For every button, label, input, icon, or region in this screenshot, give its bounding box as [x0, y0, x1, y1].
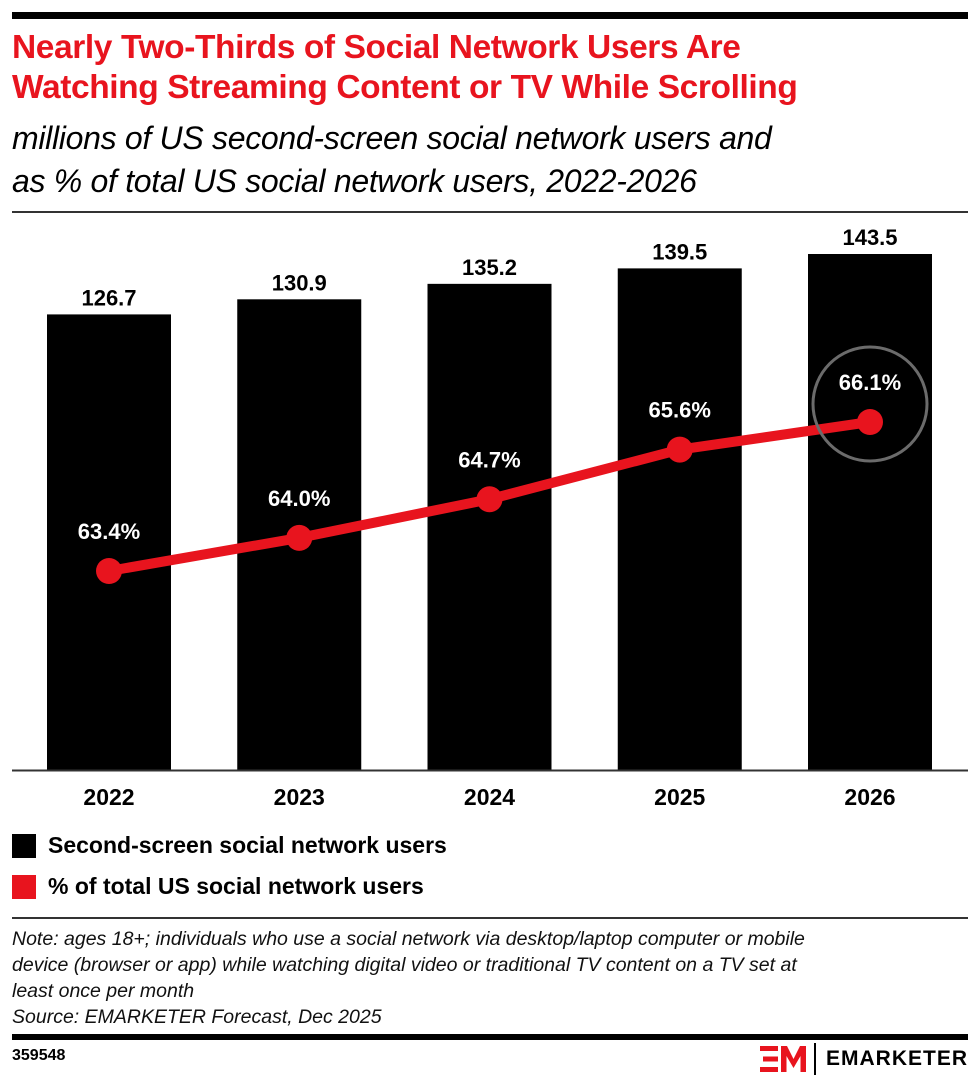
x-tick-label: 2023 [274, 784, 325, 810]
bar-2022 [47, 314, 171, 770]
bar-2025 [617, 268, 742, 770]
point-value-label: 64.7% [458, 447, 520, 472]
bar-value-label: 143.5 [842, 225, 897, 250]
bar-2026 [808, 254, 932, 770]
legend-label: % of total US social network users [48, 873, 424, 899]
bars-layer [47, 254, 932, 770]
point-value-label: 63.4% [78, 519, 140, 544]
line-point-2022 [96, 558, 122, 584]
brand-name: EMARKETER [825, 1047, 968, 1070]
footer-rule [12, 1034, 968, 1040]
x-tick-label: 2022 [83, 784, 134, 810]
em-logo-icon [759, 1046, 806, 1072]
line-point-2023 [286, 524, 313, 551]
line-series-layer [96, 409, 883, 584]
chart-subtitle-line-2: as % of total US social network users, 2… [12, 163, 697, 199]
bar-value-label: 139.5 [652, 239, 707, 264]
point-value-label: 66.1% [839, 370, 901, 395]
chart-subtitle-line-1: millions of US second-screen social netw… [12, 120, 772, 156]
legend-item-percent: % of total US social network users [12, 873, 424, 900]
bar-2024 [427, 283, 552, 770]
highlight-layer [811, 345, 929, 463]
line-point-2024 [476, 486, 503, 513]
bar-value-label: 126.7 [81, 285, 136, 310]
x-tick-label: 2026 [844, 784, 895, 810]
source-line: Source: EMARKETER Forecast, Dec 2025 [12, 1006, 382, 1028]
top-rule [12, 12, 968, 19]
x-tick-label: 2024 [464, 784, 515, 810]
logo-divider [813, 1043, 816, 1075]
subtitle-divider [12, 211, 968, 213]
chart-id: 359548 [12, 1047, 66, 1064]
legend-swatch-black [12, 833, 36, 858]
bar-labels-layer: 126.7 130.9 135.2 139.5 143.5 [81, 225, 897, 310]
note-divider [12, 917, 968, 919]
note-line-2: device (browser or app) while watching d… [12, 954, 797, 976]
legend-label: Second-screen social network users [48, 832, 447, 858]
emarketer-logo: EMARKETER [759, 1043, 968, 1075]
legend-item-users: Second-screen social network users [12, 832, 447, 859]
note-line-3: least once per month [12, 980, 195, 1002]
highlight-circle [811, 345, 929, 463]
bar-value-label: 130.9 [272, 270, 327, 295]
chart-title-line-1: Nearly Two-Thirds of Social Network User… [12, 29, 741, 66]
note-line-1: Note: ages 18+; individuals who use a so… [12, 928, 805, 950]
point-labels-layer: 63.4% 64.0% 64.7% 65.6% 66.1% [78, 370, 901, 544]
point-value-label: 65.6% [649, 398, 711, 423]
chart-subtitle: millions of US second-screen social netw… [12, 117, 972, 203]
chart-title-line-2: Watching Streaming Content or TV While S… [12, 69, 798, 106]
point-value-label: 64.0% [268, 486, 330, 511]
line-point-2026 [857, 409, 883, 435]
bar-value-label: 135.2 [462, 255, 517, 280]
x-tick-label: 2025 [654, 784, 705, 810]
footnote: Note: ages 18+; individuals who use a so… [12, 926, 972, 1030]
legend-swatch-red [12, 874, 36, 899]
line-point-2025 [666, 436, 693, 463]
chart-title: Nearly Two-Thirds of Social Network User… [12, 28, 972, 108]
x-tick-labels-layer: 2022 2023 2024 2025 2026 [83, 784, 895, 810]
